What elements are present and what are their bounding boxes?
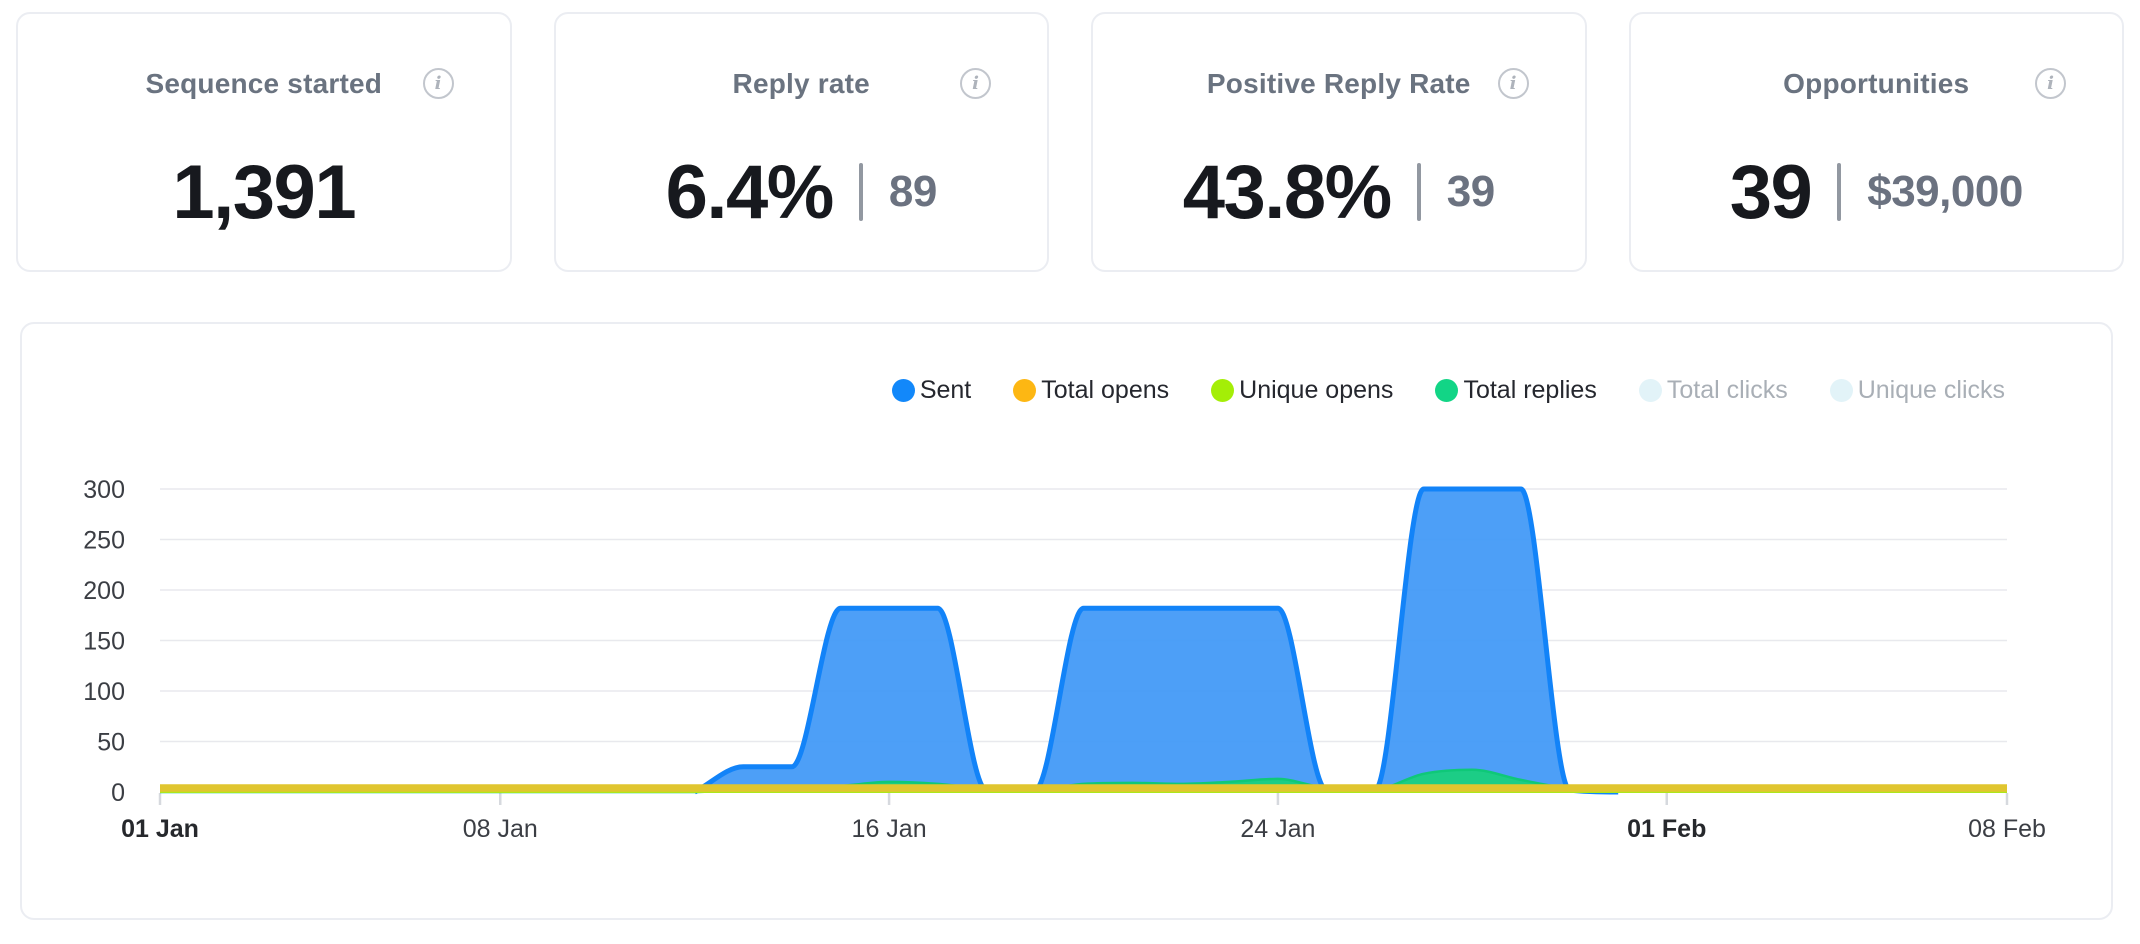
stat-card-secondary-value: 39 [1446, 167, 1495, 216]
stat-card-value: 6.4% [665, 149, 835, 235]
legend-item[interactable]: Total replies [1435, 376, 1597, 405]
info-icon[interactable]: i [422, 68, 454, 99]
stat-card: Reply rate i 6.4% 89 [553, 12, 1049, 272]
series-sent-line [693, 486, 1619, 795]
x-axis-label: 01 Feb [1627, 815, 1706, 843]
y-axis-label: 50 [97, 729, 125, 757]
legend-item-label: Unique opens [1239, 376, 1394, 404]
stat-card-value-row: 6.4% 89 [556, 142, 1048, 242]
legend-dot-icon [1638, 379, 1662, 402]
info-icon[interactable]: i [960, 68, 991, 99]
legend-item[interactable]: Sent [891, 376, 972, 405]
stat-card-value-row: 1,391 [18, 142, 510, 242]
stat-card-title: Positive Reply Rate [1206, 68, 1471, 99]
x-axis-label: 01 Jan [121, 815, 199, 843]
stat-card-secondary-value: $39,000 [1867, 167, 2023, 216]
x-axis-label: 08 Jan [463, 815, 538, 843]
stat-card: Positive Reply Rate i 43.8% 39 [1091, 12, 1587, 272]
legend-item[interactable]: Total opens [1013, 376, 1169, 405]
legend-item[interactable]: Total clicks [1638, 376, 1788, 405]
y-axis-label: 300 [83, 476, 125, 504]
info-icon[interactable]: i [2035, 68, 2066, 99]
y-axis-label: 150 [83, 628, 125, 656]
x-axis-label: 24 Jan [1240, 815, 1315, 843]
stat-card-value: 43.8% [1182, 149, 1393, 235]
stats-row: Sequence started i 1,391 Reply rate i 6.… [16, 12, 2124, 272]
legend-dot-icon [1211, 379, 1235, 402]
legend-item-label: Total opens [1041, 376, 1170, 404]
stat-card: Opportunities i 39 $39,000 [1628, 12, 2124, 272]
legend-item[interactable]: Unique clicks [1829, 376, 2005, 405]
stat-card-secondary-value: 89 [888, 167, 937, 216]
info-icon-glyph: i [1509, 73, 1517, 94]
y-axis-label: 0 [111, 779, 125, 807]
legend-item-label: Total clicks [1666, 376, 1788, 404]
legend-dot-icon [1013, 379, 1037, 402]
value-separator [858, 163, 863, 221]
legend-item-label: Unique clicks [1857, 376, 2005, 404]
y-axis-label: 100 [83, 678, 125, 706]
legend-item-label: Total replies [1463, 376, 1597, 404]
stat-card-value-row: 43.8% 39 [1093, 142, 1585, 242]
value-separator [1416, 163, 1421, 221]
chart-card: Sent Total opens Unique opens Total repl… [20, 322, 2113, 920]
value-separator [1837, 163, 1842, 221]
stat-card: Sequence started i 1,391 [16, 12, 512, 272]
legend-dot-icon [1435, 379, 1459, 402]
legend-item-label: Sent [919, 376, 972, 404]
legend-item[interactable]: Unique opens [1211, 376, 1393, 405]
legend-dot-icon [1829, 379, 1853, 402]
chart-svg[interactable]: 0 50 100 150 200 250 300 01 Jan 08 Jan 16 Jan 24 J… [22, 324, 2111, 918]
legend-dot-icon [891, 379, 915, 402]
stat-card-value-row: 39 $39,000 [1631, 142, 2123, 242]
info-icon[interactable]: i [1497, 68, 1529, 99]
info-icon-glyph: i [2047, 73, 2054, 94]
y-axis-label: 250 [83, 527, 125, 555]
y-axis-label: 200 [83, 577, 125, 605]
stat-card-title: Reply rate [732, 68, 870, 99]
stat-card-title: Opportunities [1783, 68, 1970, 99]
stat-card-value: 39 [1729, 149, 1813, 235]
stat-card-title: Sequence started [145, 68, 383, 99]
info-icon-glyph: i [972, 73, 979, 94]
chart-legend: Sent Total opens Unique opens Total repl… [891, 376, 2005, 405]
info-icon-glyph: i [434, 73, 442, 94]
stat-card-value: 1,391 [172, 149, 356, 235]
x-axis-label: 16 Jan [852, 815, 927, 843]
x-axis-label: 08 Feb [1968, 815, 2046, 843]
series-sent-area [694, 489, 1619, 792]
